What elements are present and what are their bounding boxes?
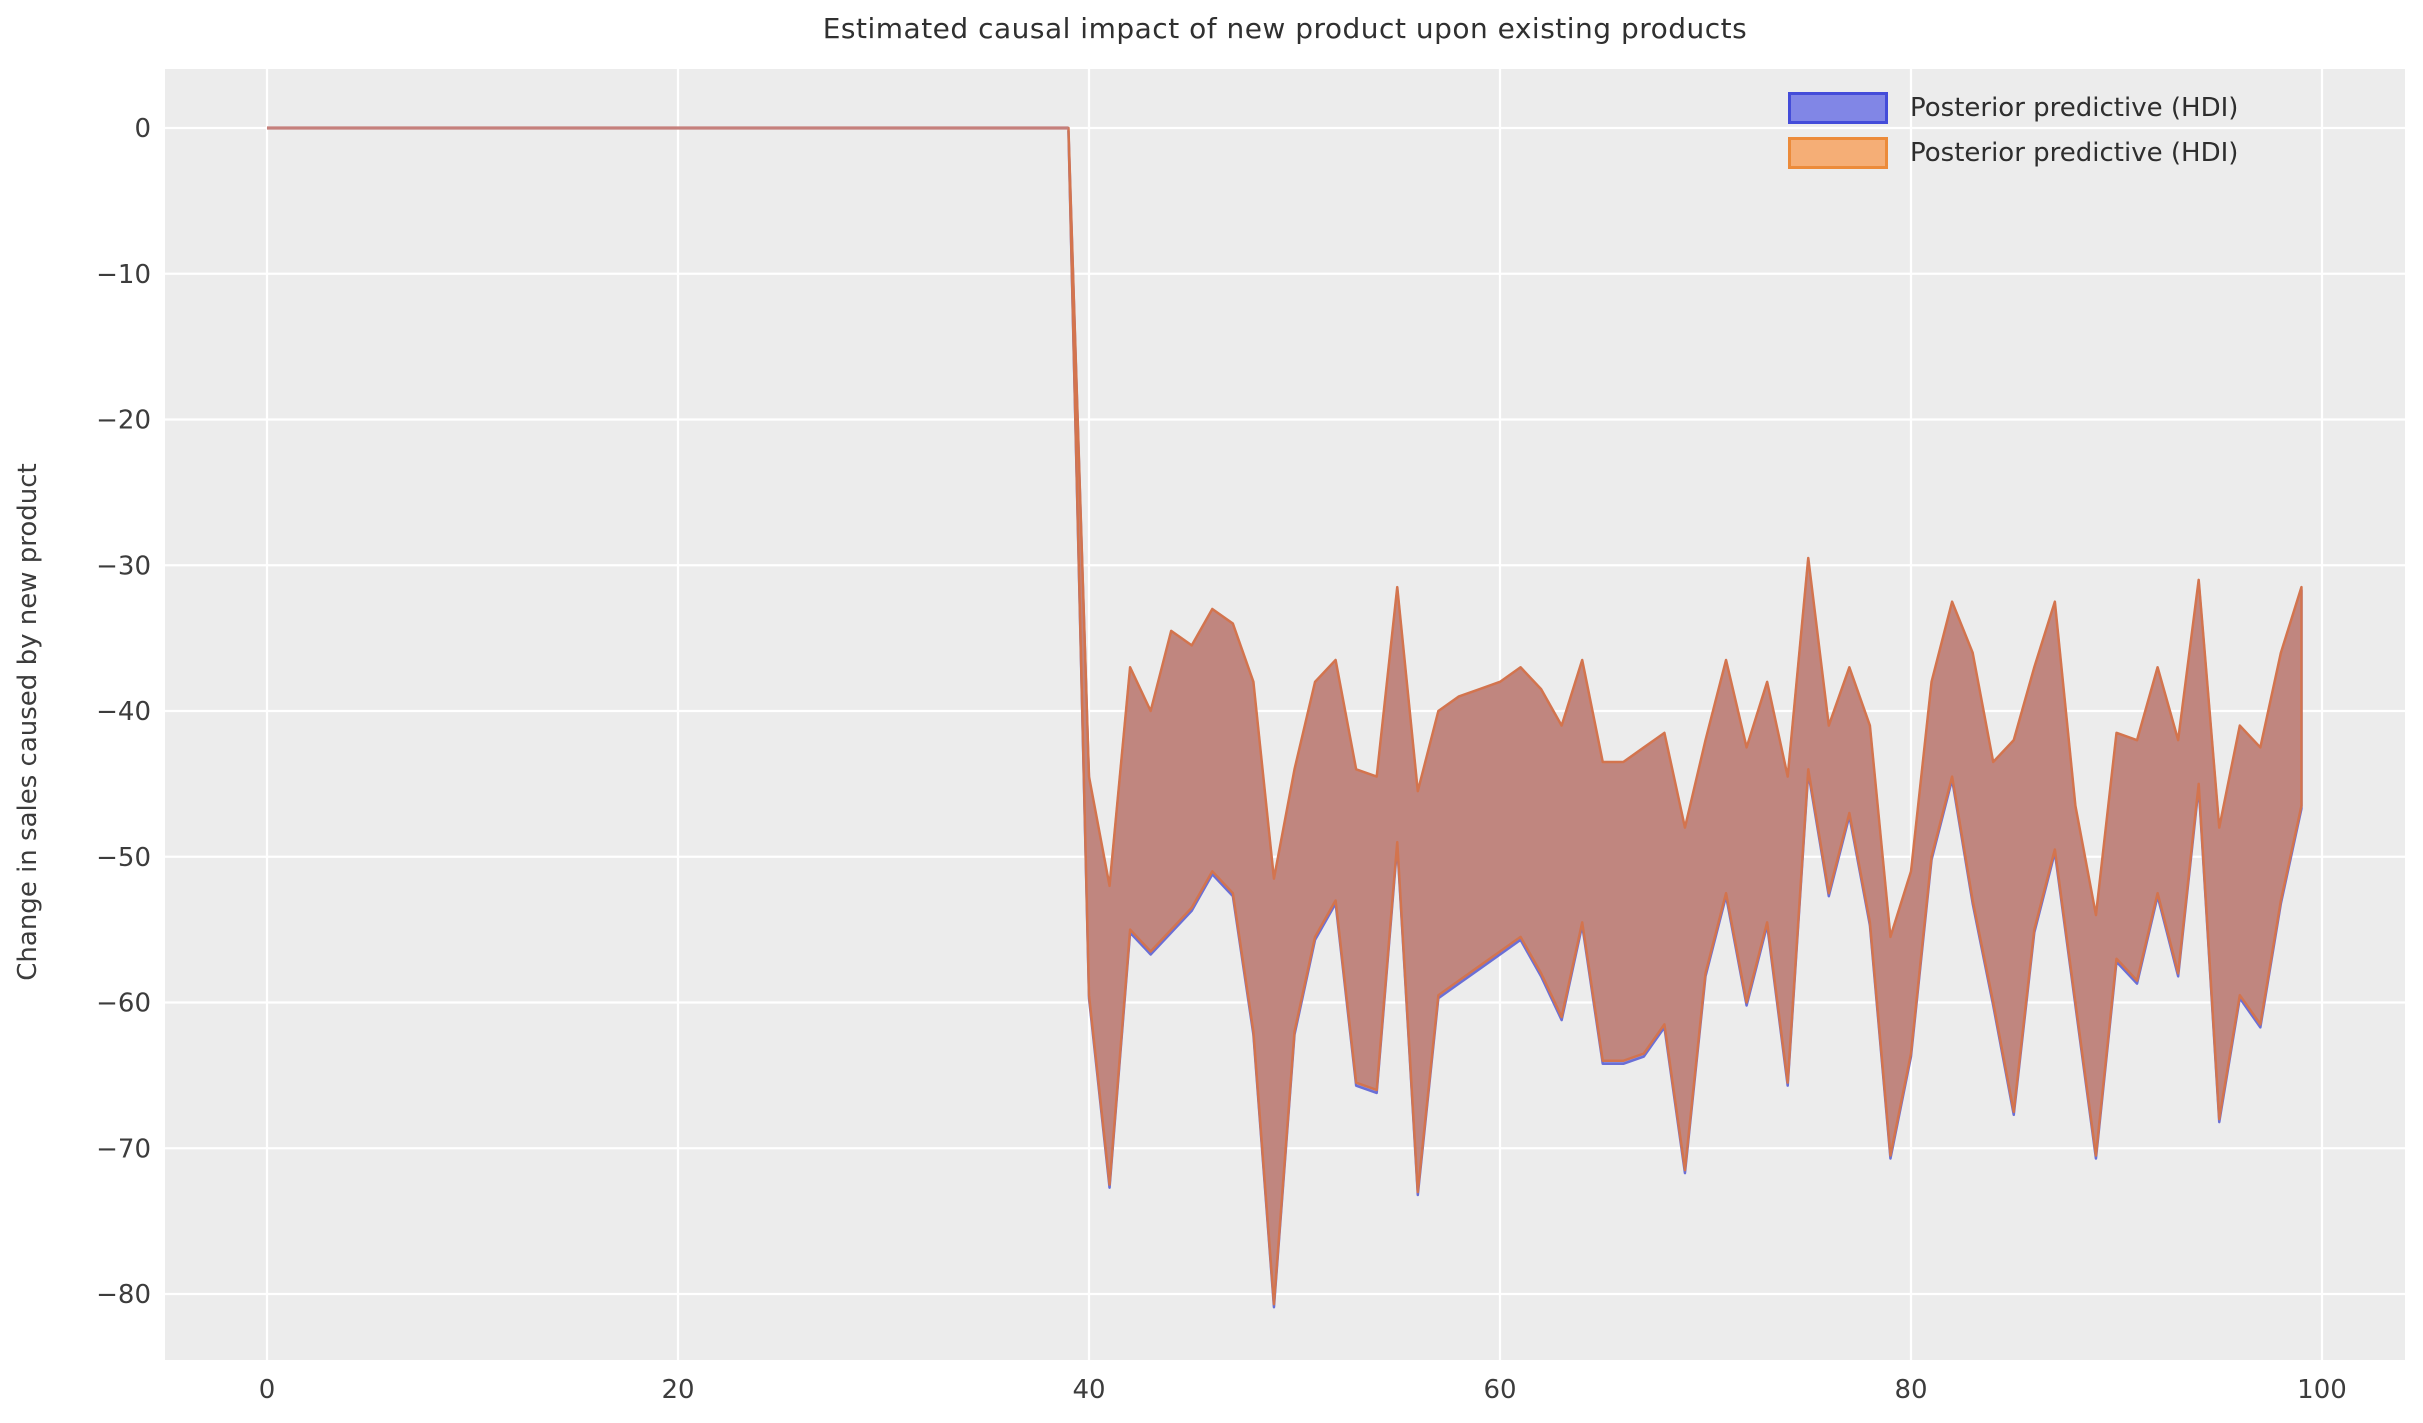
y-tick-label: −50 — [96, 843, 151, 873]
y-tick-label: −30 — [96, 551, 151, 581]
legend-item: Posterior predictive (HDI) — [1788, 137, 2238, 169]
y-tick-label: −40 — [96, 697, 151, 727]
x-tick-label: 0 — [259, 1375, 276, 1405]
legend-swatch-blue — [1788, 92, 1888, 124]
y-tick-label: −10 — [96, 260, 151, 290]
x-tick-label: 20 — [661, 1375, 694, 1405]
y-tick-label: −70 — [96, 1134, 151, 1164]
legend-item: Posterior predictive (HDI) — [1788, 92, 2238, 124]
posterior-band-orange — [1067, 126, 2303, 1306]
x-tick-label: 40 — [1072, 1375, 1105, 1405]
y-tick-label: −20 — [96, 406, 151, 436]
y-tick-label: 0 — [134, 114, 151, 144]
y-tick-label: −80 — [96, 1280, 151, 1310]
legend-label: Posterior predictive (HDI) — [1910, 93, 2239, 123]
chart-title: Estimated causal impact of new product u… — [822, 12, 1748, 45]
x-tick-label: 60 — [1483, 1375, 1516, 1405]
y-axis-label: Change in sales caused by new product — [13, 463, 43, 981]
y-tick-label: −60 — [96, 989, 151, 1019]
legend: Posterior predictive (HDI) Posterior pre… — [1788, 92, 2238, 169]
legend-label: Posterior predictive (HDI) — [1910, 138, 2239, 168]
legend-swatch-orange — [1788, 137, 1888, 169]
x-tick-label: 80 — [1894, 1375, 1927, 1405]
x-tick-label: 100 — [2297, 1375, 2347, 1405]
